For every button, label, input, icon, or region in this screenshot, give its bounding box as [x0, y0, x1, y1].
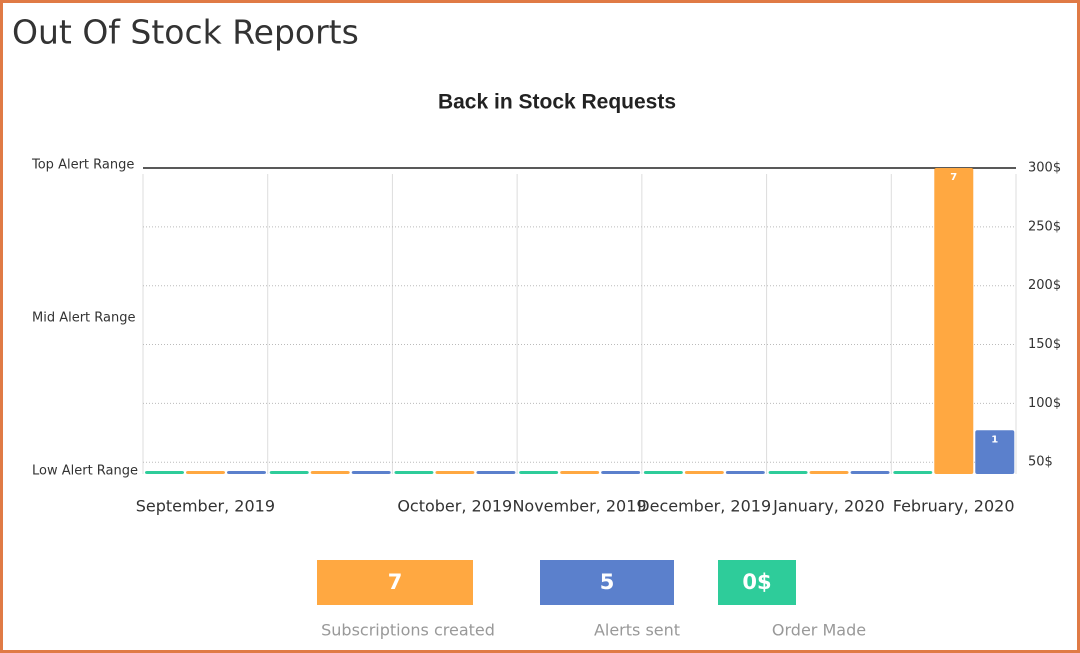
bar: [893, 471, 933, 474]
y2-tick-label: 200$: [1028, 278, 1061, 293]
summary-card: [317, 560, 473, 605]
summary-label: Subscriptions created: [321, 621, 495, 640]
bar: [145, 471, 184, 474]
x-tick-label: February, 2020: [893, 497, 1015, 516]
bar: [269, 471, 309, 474]
bar: [560, 471, 600, 474]
summary-card: [540, 560, 674, 605]
bar: [435, 471, 475, 474]
x-tick-label: November, 2019: [512, 497, 646, 516]
summary-value: 0$: [742, 570, 771, 594]
y2-tick-label: 250$: [1028, 219, 1061, 234]
bar: [684, 471, 724, 474]
x-tick-label: September, 2019: [136, 497, 275, 516]
bar: [975, 430, 1015, 474]
bar: [519, 471, 559, 474]
chart-title: Back in Stock Requests: [438, 91, 676, 114]
y2-tick-label: 100$: [1028, 396, 1061, 411]
bar: [934, 168, 974, 474]
bar: [476, 471, 516, 474]
x-tick-label: December, 2019: [637, 497, 771, 516]
bar: [643, 471, 683, 474]
bar: [850, 471, 890, 474]
bar: [601, 471, 641, 474]
bar: [768, 471, 808, 474]
summary-value: 5: [600, 570, 615, 594]
x-tick-label: October, 2019: [397, 497, 512, 516]
y2-tick-label: 300$: [1028, 161, 1061, 176]
bar: [310, 471, 350, 474]
y2-tick-label: 150$: [1028, 337, 1061, 352]
page-title: Out Of Stock Reports: [12, 13, 359, 52]
y2-tick-label: 50$: [1028, 455, 1053, 470]
summary-value: 7: [388, 570, 403, 594]
y-tick-label: Low Alert Range: [32, 464, 138, 479]
y-tick-label: Top Alert Range: [31, 158, 134, 173]
data-label: 7: [950, 172, 957, 183]
bar: [227, 471, 266, 474]
data-label: 1: [991, 434, 998, 445]
bar: [394, 471, 434, 474]
bar: [725, 471, 765, 474]
summary-card: [718, 560, 796, 605]
bar: [186, 471, 225, 474]
bar: [809, 471, 849, 474]
x-tick-label: January, 2020: [772, 497, 885, 516]
y-tick-label: Mid Alert Range: [32, 311, 136, 326]
bar: [351, 471, 391, 474]
summary-label: Order Made: [772, 621, 866, 640]
summary-label: Alerts sent: [594, 621, 680, 640]
